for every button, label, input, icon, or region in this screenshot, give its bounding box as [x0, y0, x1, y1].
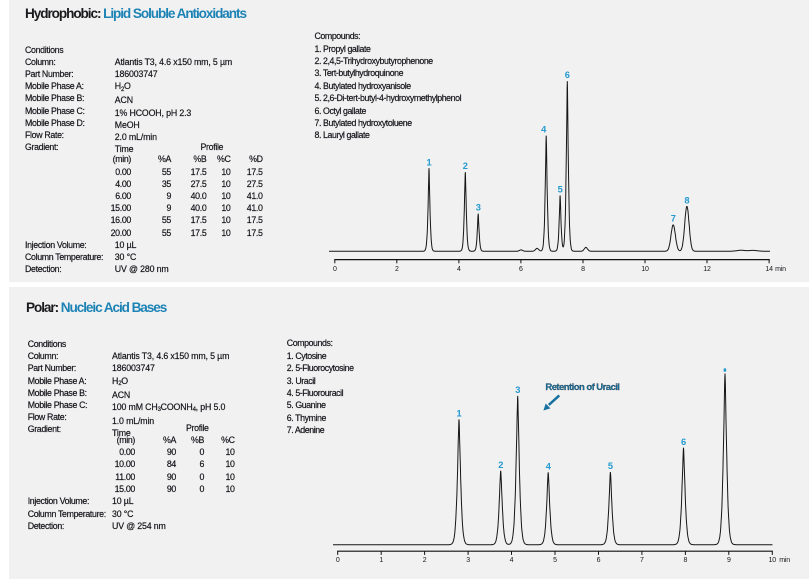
svg-text:10: 10 [769, 557, 777, 564]
svg-text:5: 5 [558, 184, 563, 194]
svg-text:10: 10 [641, 266, 649, 273]
svg-text:2: 2 [395, 266, 399, 273]
svg-text:4: 4 [457, 266, 461, 273]
svg-text:12: 12 [703, 266, 711, 273]
svg-text:1: 1 [427, 157, 432, 167]
svg-text:6: 6 [597, 557, 601, 564]
svg-text:8: 8 [581, 266, 585, 273]
svg-text:1: 1 [379, 557, 383, 564]
svg-text:6: 6 [519, 266, 523, 273]
svg-text:7: 7 [640, 557, 644, 564]
svg-text:6: 6 [681, 437, 686, 447]
svg-text:5: 5 [553, 557, 557, 564]
svg-text:min: min [775, 266, 786, 273]
svg-text:3: 3 [466, 557, 470, 564]
svg-text:4: 4 [541, 125, 547, 135]
svg-text:3: 3 [476, 203, 481, 213]
svg-text:2: 2 [423, 557, 427, 564]
svg-text:3: 3 [515, 385, 520, 395]
svg-text:min: min [779, 557, 790, 564]
svg-text:14: 14 [765, 266, 773, 273]
svg-text:4: 4 [510, 557, 514, 564]
svg-text:2: 2 [498, 460, 503, 470]
svg-text:9: 9 [727, 557, 731, 564]
svg-text:2: 2 [463, 161, 468, 171]
svg-text:5: 5 [608, 461, 613, 471]
svg-text:0: 0 [333, 266, 337, 273]
svg-text:1: 1 [457, 409, 462, 419]
svg-text:4: 4 [546, 461, 552, 471]
svg-text:0: 0 [336, 557, 340, 564]
svg-text:7: 7 [671, 214, 676, 224]
svg-text:8: 8 [684, 557, 688, 564]
svg-text:6: 6 [565, 70, 570, 80]
svg-text:8: 8 [684, 195, 689, 205]
